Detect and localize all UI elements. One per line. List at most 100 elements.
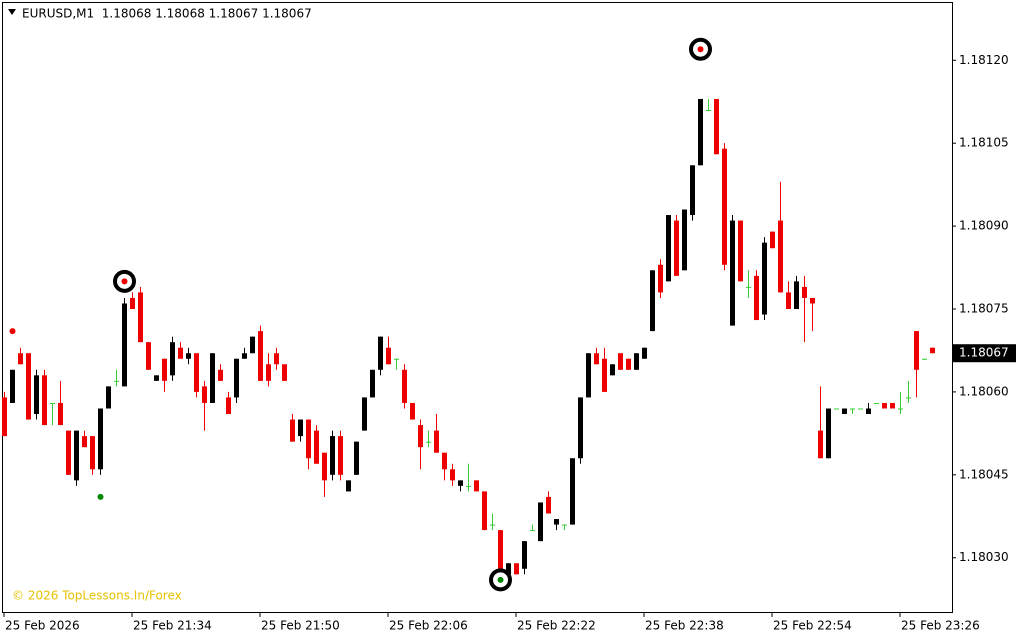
candle-body bbox=[298, 419, 303, 437]
candle-body bbox=[842, 408, 847, 415]
candle-body bbox=[122, 303, 127, 387]
candle-body bbox=[730, 220, 735, 326]
candle-body bbox=[370, 369, 375, 398]
y-tick-label: 1.18090 bbox=[959, 219, 1009, 233]
menu-arrow[interactable] bbox=[8, 9, 16, 15]
candle-body bbox=[594, 353, 599, 365]
candle-body bbox=[906, 397, 911, 399]
candle-body bbox=[50, 402, 55, 404]
x-tick-label: 25 Feb 22:38 bbox=[645, 619, 724, 633]
x-tick-label: 25 Feb 21:50 bbox=[261, 619, 340, 633]
candle-body bbox=[738, 220, 743, 282]
candle-body bbox=[642, 347, 647, 359]
candle-body bbox=[74, 430, 79, 481]
candle-body bbox=[362, 397, 367, 431]
candle-body bbox=[690, 165, 695, 216]
candle-body bbox=[610, 364, 615, 376]
candle-body bbox=[242, 353, 247, 359]
plot-frame bbox=[2, 2, 953, 613]
candle-body bbox=[442, 452, 447, 470]
candle-body bbox=[274, 353, 279, 365]
candle-body bbox=[634, 353, 639, 370]
candle-body bbox=[922, 358, 927, 360]
candle-body bbox=[130, 297, 135, 309]
candle-body bbox=[786, 292, 791, 309]
candle-body bbox=[114, 380, 119, 382]
candle-body bbox=[586, 353, 591, 398]
watermark: © 2026 TopLessons.In/Forex bbox=[12, 589, 182, 603]
candle-body bbox=[874, 402, 879, 404]
candle-body bbox=[826, 408, 831, 459]
candle-body bbox=[850, 408, 855, 410]
candle-body bbox=[482, 491, 487, 531]
candle-body bbox=[562, 524, 567, 526]
candle-body bbox=[386, 347, 391, 365]
candle-body bbox=[154, 375, 159, 381]
candle-body bbox=[898, 408, 903, 410]
candle-body bbox=[34, 375, 39, 415]
signal-dot bbox=[697, 46, 704, 53]
candle-body bbox=[618, 353, 623, 370]
candle-body bbox=[170, 342, 175, 376]
candle-body bbox=[66, 430, 71, 475]
candle-body bbox=[666, 215, 671, 282]
y-tick-label: 1.18120 bbox=[959, 53, 1009, 67]
candle-body bbox=[698, 98, 703, 166]
y-tick-label: 1.18045 bbox=[959, 467, 1009, 481]
candle-body bbox=[178, 347, 183, 359]
candle-body bbox=[674, 220, 679, 276]
candle-body bbox=[186, 353, 191, 359]
candle-body bbox=[202, 386, 207, 403]
candle-body bbox=[458, 480, 463, 486]
candle-body bbox=[866, 408, 871, 415]
candle-body bbox=[514, 563, 519, 575]
candle-body bbox=[714, 98, 719, 155]
candle-body bbox=[658, 264, 663, 293]
candle-body bbox=[58, 402, 63, 426]
candle-body bbox=[106, 386, 111, 409]
candle-body bbox=[290, 419, 295, 442]
candle-body bbox=[26, 353, 31, 420]
candle-body bbox=[554, 519, 559, 525]
candle-body bbox=[194, 353, 199, 392]
last-price-box bbox=[953, 344, 1016, 363]
candle-body bbox=[338, 436, 343, 475]
candle-body bbox=[410, 402, 415, 420]
candle-body bbox=[306, 419, 311, 459]
x-tick-label: 25 Feb 23:26 bbox=[901, 619, 980, 633]
candle-body bbox=[834, 408, 839, 410]
candle-body bbox=[498, 530, 503, 569]
candle-body bbox=[626, 358, 631, 370]
candle-body bbox=[578, 397, 583, 459]
candle-body bbox=[218, 369, 223, 381]
candle-body bbox=[418, 425, 423, 448]
candle-body bbox=[250, 336, 255, 354]
candle-body bbox=[426, 441, 431, 443]
x-tick-label: 25 Feb 22:06 bbox=[389, 619, 468, 633]
candle-body bbox=[818, 430, 823, 459]
candle-body bbox=[602, 358, 607, 392]
candle-body bbox=[890, 402, 895, 409]
candle-body bbox=[346, 480, 351, 492]
candle-body bbox=[522, 541, 527, 569]
x-tick-label: 25 Feb 22:54 bbox=[773, 619, 852, 633]
candle-body bbox=[930, 347, 935, 354]
candle-body bbox=[466, 485, 471, 487]
candle-body bbox=[234, 358, 239, 398]
candle-body bbox=[762, 242, 767, 315]
candle-body bbox=[226, 397, 231, 415]
candle-body bbox=[314, 430, 319, 464]
candle-body bbox=[538, 502, 543, 542]
candle-body bbox=[754, 275, 759, 321]
candle-body bbox=[98, 408, 103, 470]
candle-body bbox=[90, 436, 95, 470]
candle-body bbox=[450, 469, 455, 481]
candle-body bbox=[394, 358, 399, 360]
candle-body bbox=[378, 336, 383, 370]
candle-body bbox=[546, 496, 551, 514]
candle-body bbox=[18, 353, 23, 365]
x-tick-label: 25 Feb 2026 bbox=[5, 619, 80, 633]
candle-body bbox=[530, 530, 535, 532]
y-tick-label: 1.18075 bbox=[959, 302, 1009, 316]
